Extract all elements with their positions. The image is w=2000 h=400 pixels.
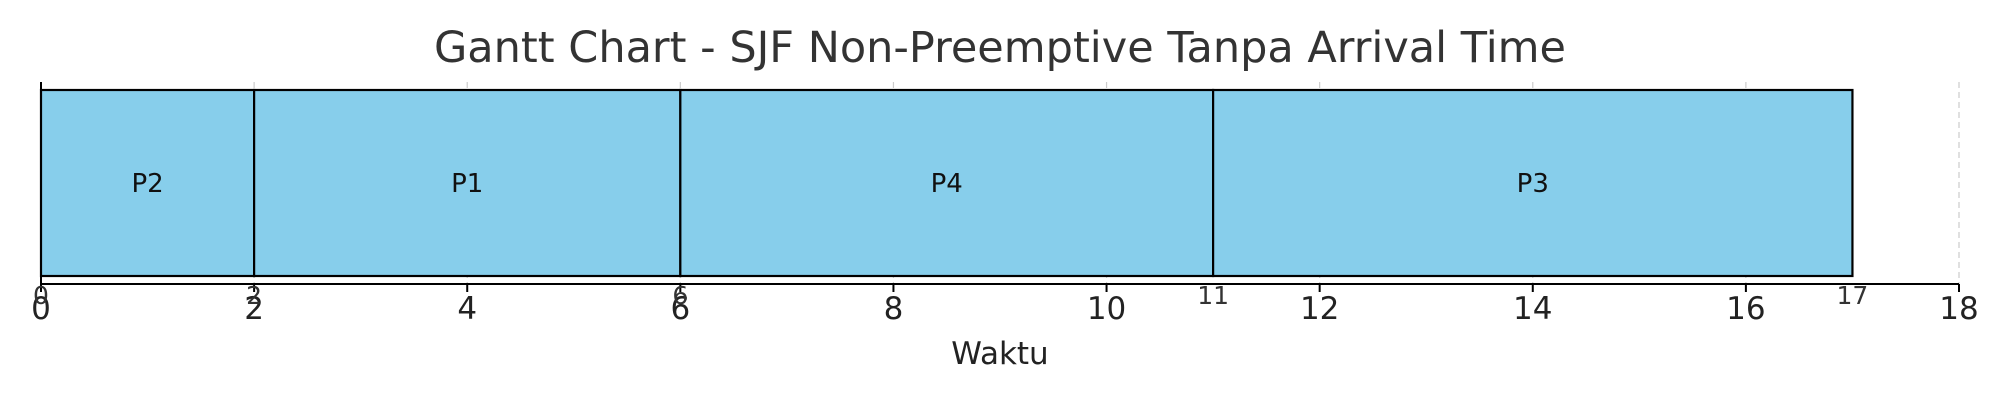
boundary-label-11: 11 (1197, 281, 1229, 310)
x-tick-label-4: 4 (457, 291, 477, 327)
task-bar-p4 (679, 88, 1215, 278)
task-label-p3: P3 (1517, 169, 1549, 199)
x-tick-label-12: 12 (1300, 291, 1339, 327)
task-bars: P2 P1 P4 P3 (39, 88, 1854, 278)
x-tick-label-6: 6 (670, 291, 690, 327)
boundary-label-6: 6 (672, 281, 688, 310)
x-tick-label-8: 8 (884, 291, 904, 327)
x-axis-label: Waktu (951, 336, 1048, 372)
x-tick-label-10: 10 (1087, 291, 1126, 327)
x-axis: 0 2 4 6 8 10 12 14 16 18 0 2 6 11 17 (31, 82, 1979, 327)
boundary-label-17: 17 (1837, 281, 1869, 310)
task-bar-p1 (253, 88, 682, 278)
x-tick-label-0: 0 (31, 291, 51, 327)
x-tick-label-16: 16 (1726, 291, 1765, 327)
task-label-p2: P2 (131, 169, 163, 199)
x-tick-label-18: 18 (1939, 291, 1978, 327)
boundary-label-0: 0 (33, 281, 49, 310)
boundary-label-2: 2 (246, 281, 262, 310)
chart-title: Gantt Chart - SJF Non-Preemptive Tanpa A… (434, 23, 1566, 73)
task-label-p4: P4 (931, 169, 963, 199)
task-label-p1: P1 (451, 169, 483, 199)
x-tick-label-2: 2 (244, 291, 264, 327)
task-bar-p3 (1212, 88, 1854, 278)
x-tick-label-14: 14 (1513, 291, 1552, 327)
